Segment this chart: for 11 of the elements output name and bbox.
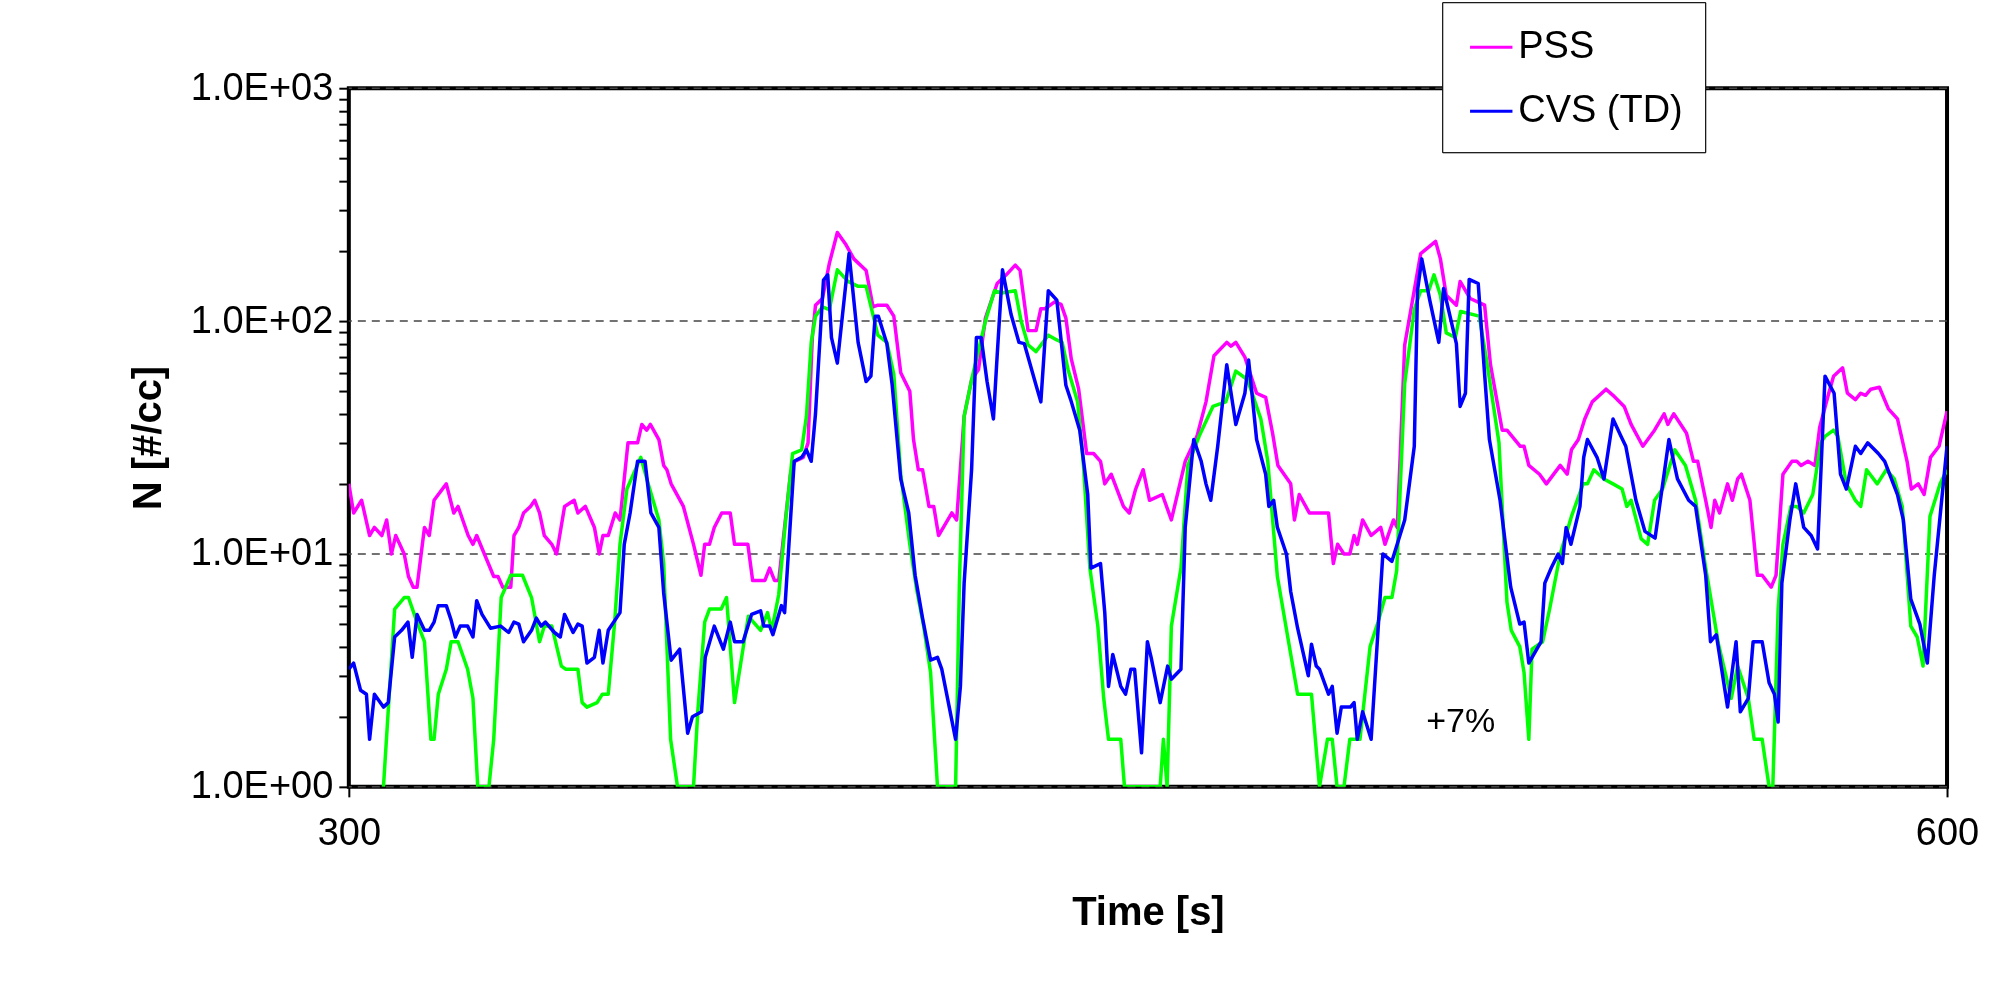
- annotation: +7%: [1426, 700, 1496, 739]
- legend-label: PSS: [1518, 24, 1595, 67]
- y-tick-label: 1.0E+03: [190, 65, 334, 108]
- x-tick-label: 600: [1915, 811, 1980, 854]
- legend-label: CVS (TD): [1518, 88, 1683, 131]
- y-tick-label: 1.0E+02: [190, 298, 334, 341]
- y-tick-label: 1.0E+01: [190, 531, 334, 574]
- x-axis-title: Time [s]: [1072, 889, 1225, 934]
- y-tick-label: 1.0E+00: [190, 764, 334, 807]
- x-tick-label: 300: [317, 811, 381, 854]
- y-axis-title: N [#/cc]: [124, 365, 169, 511]
